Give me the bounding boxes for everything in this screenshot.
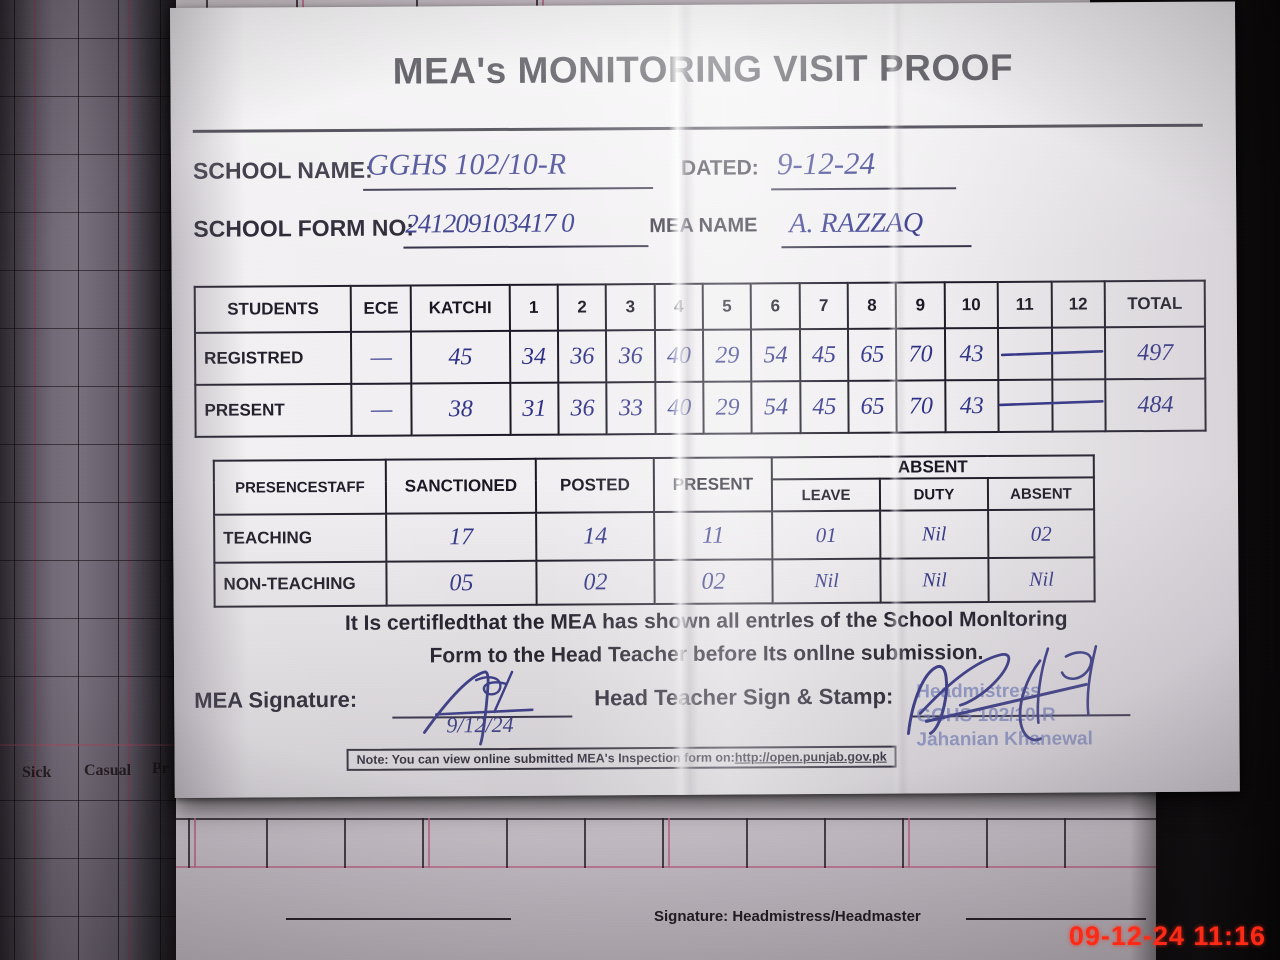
table-row: REGISTRED — 45 34 36 36 40 29 54 45 65 7… (194, 326, 1206, 385)
registred-7: 45 (799, 328, 849, 382)
camera-timestamp: 09-12-24 11:16 (1068, 921, 1266, 951)
staff-col-sanctioned: SANCTIONED (385, 458, 537, 514)
students-table: STUDENTS ECE KATCHI 1 2 3 4 5 6 7 8 9 10… (194, 280, 1207, 438)
present-10: 43 (944, 379, 999, 433)
students-col-ece: ECE (351, 285, 411, 332)
registred-katchi: 45 (410, 330, 510, 384)
present-katchi: 38 (411, 382, 511, 436)
non-teaching-posted: 02 (536, 560, 655, 605)
students-col-1: 1 (509, 284, 559, 331)
registred-12 (1051, 327, 1106, 380)
teaching-leave: 01 (772, 510, 881, 560)
non-teaching-sanctioned: 05 (386, 560, 537, 606)
school-name-label: SCHOOL NAME: (192, 156, 373, 184)
head-teacher-sign-label: Head Teacher Sign & Stamp: (594, 683, 894, 711)
students-col-total: TOTAL (1104, 280, 1205, 328)
students-col-5: 5 (702, 283, 752, 330)
certification-line-2: Form to the Head Teacher before Its onll… (429, 641, 984, 668)
registred-6: 54 (751, 329, 800, 382)
teaching-absent: 02 (988, 509, 1095, 559)
present-7: 45 (799, 380, 849, 434)
students-row-registred-label: REGISTRED (194, 331, 352, 385)
registred-2: 36 (558, 330, 607, 383)
registred-1: 34 (509, 330, 559, 383)
present-total: 484 (1105, 378, 1206, 432)
school-form-no-value: 241209103417 0 (405, 207, 574, 239)
students-col-katchi: KATCHI (410, 284, 510, 332)
table-row: TEACHING 17 14 11 01 Nil 02 (214, 509, 1095, 563)
online-submission-note: Note: You can view online submitted MEA'… (346, 745, 897, 771)
stamp-line-2: GGHS 102/10-R (916, 704, 1056, 727)
staff-col-presencestaff: PRESENCESTAFF (213, 459, 387, 515)
students-col-7: 7 (799, 282, 848, 330)
school-name-value: GGHS 102/10-R (366, 147, 567, 182)
table-row: PRESENT — 38 31 36 33 40 29 54 45 65 70 … (195, 378, 1206, 437)
stamp-line-3: Jahanian Khanewal (916, 728, 1093, 751)
registred-ece: — (351, 331, 412, 384)
table-row: NON-TEACHING 05 02 02 Nil Nil Nil (214, 557, 1095, 607)
students-col-10: 10 (944, 281, 999, 329)
students-col-6: 6 (751, 283, 800, 330)
non-teaching-leave: Nil (772, 558, 881, 604)
stamp-line-1: Headmistress (916, 680, 1041, 703)
registred-10: 43 (944, 327, 999, 381)
non-teaching-absent: Nil (988, 557, 1095, 603)
present-2: 36 (558, 382, 607, 435)
present-5: 29 (703, 381, 752, 434)
present-6: 54 (751, 381, 801, 434)
staff-row-non-teaching-label: NON-TEACHING (214, 561, 387, 607)
mea-name-label: MEA NAME (649, 214, 758, 238)
students-table-header-row: STUDENTS ECE KATCHI 1 2 3 4 5 6 7 8 9 10… (194, 280, 1205, 333)
present-11 (998, 379, 1053, 432)
present-ece: — (351, 383, 412, 436)
students-col-3: 3 (606, 284, 655, 331)
mea-signature-date: 9/12/24 (446, 711, 514, 738)
students-col-12: 12 (1051, 281, 1106, 328)
students-col-2: 2 (557, 284, 607, 331)
present-3: 33 (606, 382, 656, 435)
teaching-posted: 14 (536, 512, 655, 561)
page-title: MEA's MONITORING VISIT PROOF (392, 46, 1014, 92)
ledger-book-left: Sick Casual Pr (0, 0, 176, 960)
register-signature-label: Signature: Headmistress/Headmaster (654, 908, 921, 925)
dated-value: 9-12-24 (776, 145, 876, 182)
registred-3: 36 (606, 330, 655, 383)
staff-row-teaching-label: TEACHING (214, 513, 387, 563)
teaching-sanctioned: 17 (386, 512, 537, 562)
note-url[interactable]: http://open.punjab.gov.pk (734, 749, 887, 765)
present-12 (1051, 379, 1106, 432)
certification-line-1: It Is certifledthat the MEA has shown al… (344, 607, 1068, 635)
registred-5: 29 (702, 329, 752, 382)
registred-11 (998, 327, 1052, 380)
students-col-students: STUDENTS (194, 285, 352, 333)
students-col-11: 11 (997, 281, 1052, 328)
school-form-no-label: SCHOOL FORM NO: (193, 214, 415, 242)
staff-col-absent: ABSENT (987, 477, 1095, 511)
students-row-present-label: PRESENT (195, 383, 352, 437)
staff-presence-table: PRESENCESTAFF SANCTIONED POSTED PRESENT … (213, 454, 1096, 607)
staff-col-leave: LEAVE (771, 478, 881, 512)
mea-monitoring-visit-proof-form: MEA's MONITORING VISIT PROOF SCHOOL NAME… (170, 1, 1240, 798)
registred-total: 497 (1105, 326, 1206, 380)
staff-col-posted: POSTED (535, 458, 655, 513)
mea-signature-label: MEA Signature: (194, 686, 358, 713)
present-1: 31 (509, 382, 559, 435)
staff-col-absent-group: ABSENT (771, 455, 1094, 480)
